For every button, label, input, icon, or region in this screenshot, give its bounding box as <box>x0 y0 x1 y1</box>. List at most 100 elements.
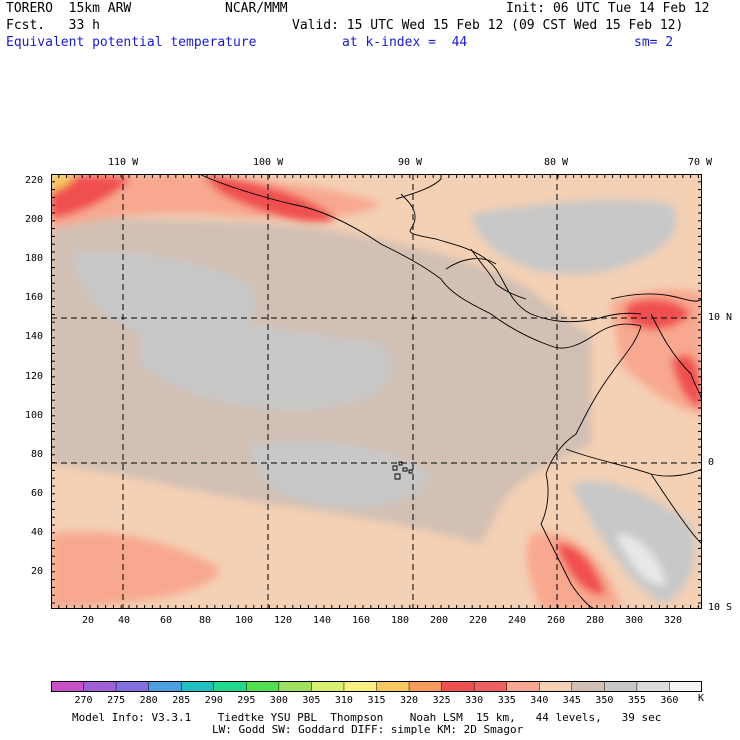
lon-label-110w: 110 W <box>108 157 139 168</box>
field-330-335-colombia <box>671 354 702 409</box>
field-355-360-patch-andes <box>616 534 666 585</box>
colorbar-tick-label: 340 <box>530 695 549 706</box>
field-330-335-peru <box>556 543 606 595</box>
coastline-south-america-west <box>540 325 642 609</box>
colorbar-cell <box>83 681 117 692</box>
x-tick-280: 280 <box>586 615 605 626</box>
y-tick-120: 120 <box>25 371 44 382</box>
coastline-mexico-central-america <box>198 174 642 349</box>
colorbar-tick-label: 330 <box>465 695 484 706</box>
colorbar-cell <box>115 681 150 692</box>
colorbar-tick-label: 295 <box>237 695 256 706</box>
colorbar-tick-label: 345 <box>562 695 581 706</box>
x-tick-180: 180 <box>391 615 410 626</box>
lon-label-70w: 70 W <box>688 157 713 168</box>
field-335-340-southwest <box>51 531 221 609</box>
field-330-335-venezuela <box>626 298 691 330</box>
colorbar-tick-label: 355 <box>627 695 646 706</box>
colorbar-tick-label: 300 <box>269 695 288 706</box>
colorbar-cell <box>148 681 182 692</box>
theta-e-map <box>51 174 702 609</box>
x-tick-40: 40 <box>118 615 131 626</box>
colorbar-tick-label: 310 <box>334 695 353 706</box>
colorbar-cell <box>441 681 475 692</box>
y-tick-60: 60 <box>31 488 44 499</box>
y-tick-80: 80 <box>31 449 44 460</box>
colorbar-tick-label: 285 <box>172 695 191 706</box>
lat-label-equator: 0 <box>708 457 715 468</box>
colorbar-tick-label: 315 <box>367 695 386 706</box>
y-tick-20: 20 <box>31 566 44 577</box>
field-350-355-patch-south <box>251 440 431 508</box>
forecast-hour: Fcst. 33 h <box>6 18 100 33</box>
x-tick-20: 20 <box>82 615 95 626</box>
lon-label-100w: 100 W <box>253 157 284 168</box>
x-tick-160: 160 <box>352 615 371 626</box>
colorbar-tick-label: 280 <box>139 695 158 706</box>
colorbar-cell <box>278 681 312 692</box>
field-name: Equivalent potential temperature <box>6 35 257 50</box>
border-central-america <box>445 248 527 300</box>
field-330-335-nw <box>51 175 131 219</box>
y-tick-160: 160 <box>25 292 44 303</box>
y-tick-40: 40 <box>31 527 44 538</box>
galapagos-islands <box>392 461 413 480</box>
colorbar-cell <box>571 681 605 692</box>
colorbar-cell <box>180 681 215 692</box>
organization: NCAR/MMM <box>225 1 288 16</box>
colorbar-tick-label: 320 <box>400 695 419 706</box>
coastline-caribbean-central-america <box>400 193 642 323</box>
border-colombia-venezuela <box>650 313 702 405</box>
colorbar-cell <box>343 681 378 692</box>
lat-label-10s: 10 S <box>708 602 733 613</box>
colorbar-cell <box>376 681 410 692</box>
model-info-line2: LW: Godd SW: Goddard DIFF: simple KM: 2D… <box>212 723 524 736</box>
y-tick-180: 180 <box>25 253 44 264</box>
x-tick-260: 260 <box>547 615 566 626</box>
x-tick-320: 320 <box>664 615 683 626</box>
colorbar <box>51 681 702 692</box>
colorbar-tick-label: 270 <box>74 695 93 706</box>
colorbar-cell <box>213 681 247 692</box>
x-tick-200: 200 <box>430 615 449 626</box>
colorbar-tick-label: 305 <box>302 695 321 706</box>
colorbar-cell <box>311 681 345 692</box>
colorbar-tick-label: 350 <box>595 695 614 706</box>
y-tick-100: 100 <box>25 410 44 421</box>
colorbar-unit: K <box>698 693 705 704</box>
coastlines <box>198 174 702 609</box>
lat-label-10n: 10 N <box>708 312 733 323</box>
lon-label-80w: 80 W <box>544 157 569 168</box>
y-tick-140: 140 <box>25 331 44 342</box>
colorbar-cell <box>506 681 540 692</box>
x-tick-240: 240 <box>508 615 527 626</box>
level-index: at k-index = 44 <box>342 35 468 50</box>
colorbar-cell <box>636 681 671 692</box>
colorbar-cell <box>604 681 638 692</box>
colorbar-tick-label: 360 <box>660 695 679 706</box>
y-tick-200: 200 <box>25 214 44 225</box>
colorbar-cell <box>246 681 280 692</box>
valid-time: Valid: 15 UTC Wed 15 Feb 12 (09 CST Wed … <box>292 18 684 33</box>
x-tick-300: 300 <box>625 615 644 626</box>
colorbar-tick-label: 290 <box>204 695 223 706</box>
axis-ticks <box>51 174 702 609</box>
init-time: Init: 06 UTC Tue 14 Feb 12 <box>506 1 710 16</box>
field-325-330-corner <box>51 174 76 192</box>
colorbar-cell <box>539 681 573 692</box>
colorbar-cell <box>51 681 85 692</box>
colorbar-cell <box>473 681 508 692</box>
colorbar-cell <box>408 681 443 692</box>
x-tick-100: 100 <box>235 615 254 626</box>
x-tick-80: 80 <box>199 615 212 626</box>
colorbar-tick-label: 325 <box>432 695 451 706</box>
x-tick-220: 220 <box>469 615 488 626</box>
border-ecuador-peru <box>565 448 702 477</box>
field-350-355-patch-west <box>71 251 257 340</box>
lat-lon-grid <box>51 174 702 609</box>
x-tick-140: 140 <box>313 615 332 626</box>
colorbar-tick-label: 335 <box>497 695 516 706</box>
model-name: TORERO 15km ARW <box>6 1 132 16</box>
field-350-355-patch-caribbean <box>471 199 677 275</box>
x-tick-120: 120 <box>274 615 293 626</box>
